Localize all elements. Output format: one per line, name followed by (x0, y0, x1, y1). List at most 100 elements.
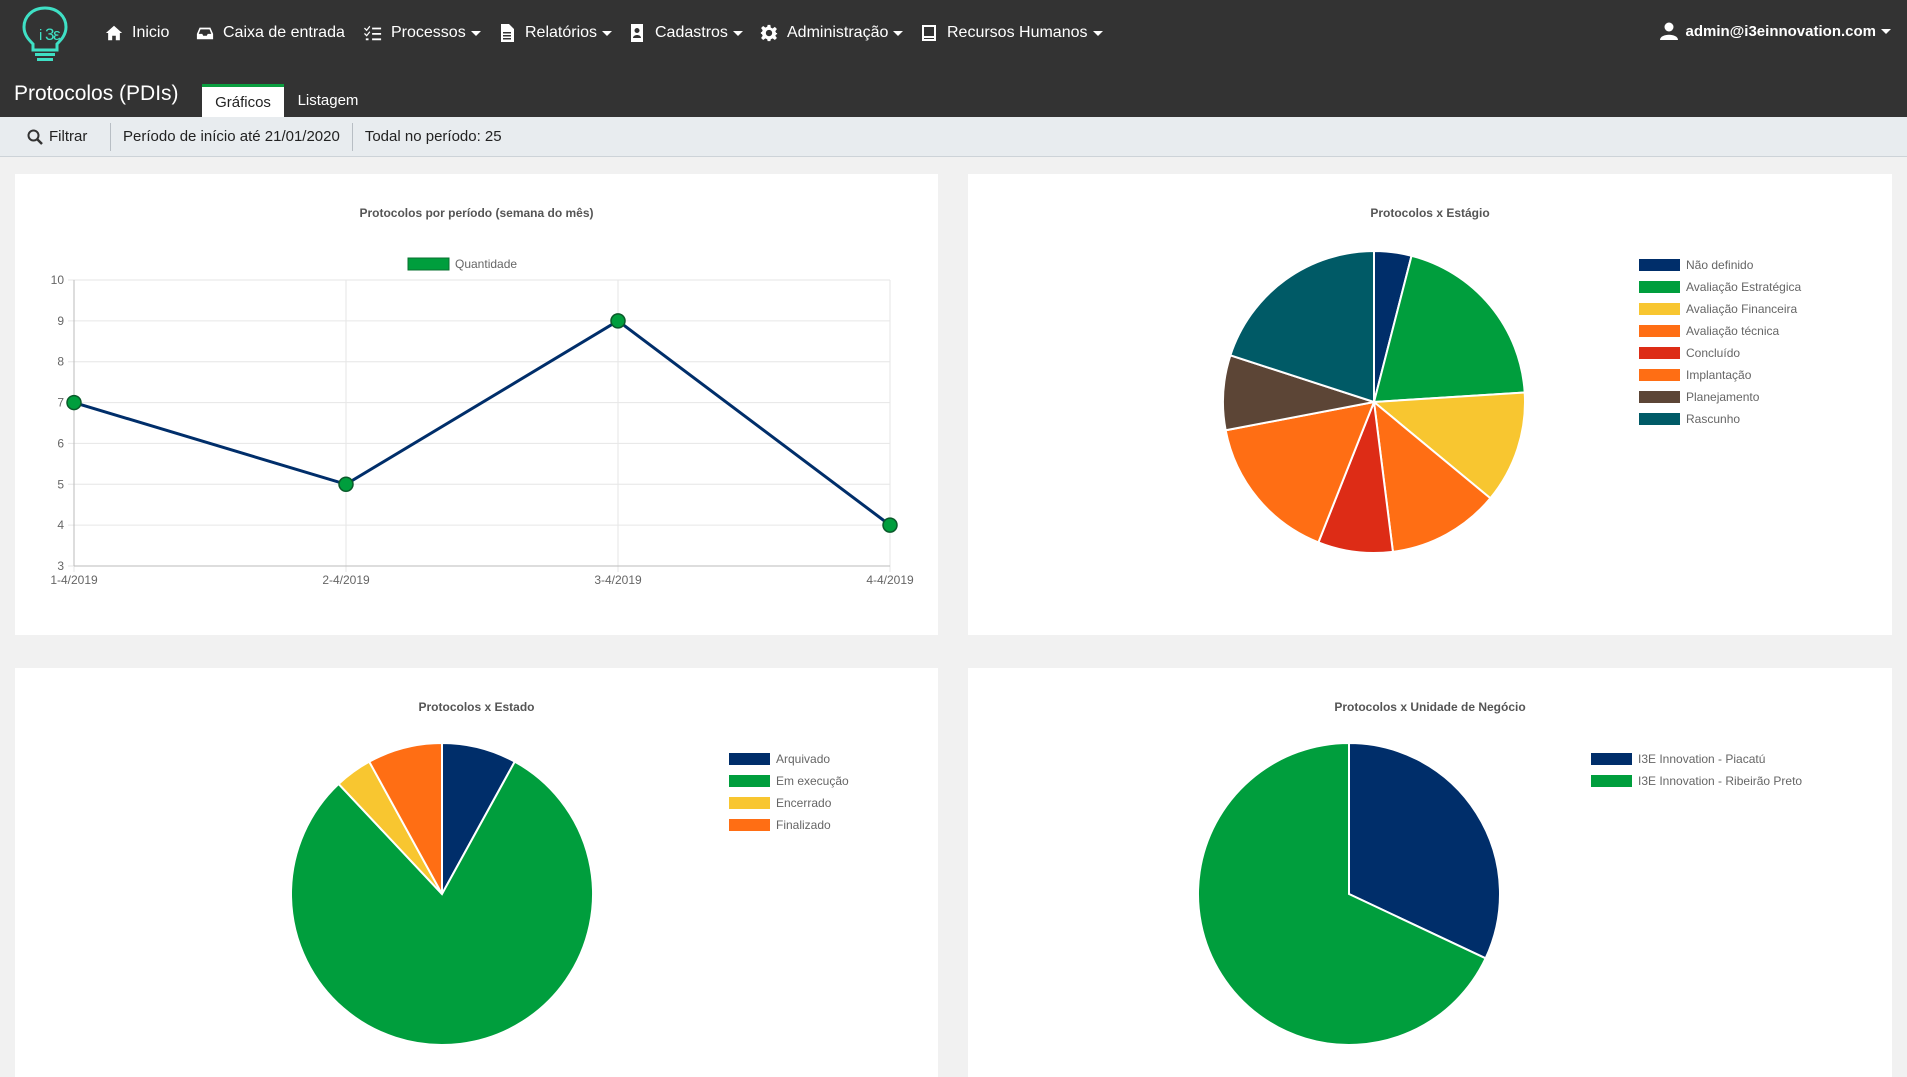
legend-item[interactable]: I3E Innovation - Piacatú (1591, 748, 1802, 770)
chevron-down-icon (470, 30, 481, 36)
y-tick-label: 8 (57, 355, 64, 369)
pie-slice[interactable] (1372, 254, 1526, 404)
legend-item[interactable]: Planejamento (1639, 386, 1801, 408)
data-point[interactable] (610, 313, 626, 329)
x-tick-label: 3-4/2019 (594, 573, 642, 587)
legend: Arquivado Em execução Encerrado Finalizado (729, 748, 849, 836)
chart-title: Protocolos por período (semana do mês) (359, 206, 594, 220)
legend-swatch (1639, 413, 1680, 425)
series-line (73, 319, 891, 527)
filter-bar: Filtrar Período de início até 21/01/2020… (0, 117, 1907, 157)
pie-slice[interactable] (1371, 391, 1526, 500)
y-tick-label: 6 (57, 436, 64, 450)
legend-label: Planejamento (1686, 390, 1760, 404)
nav-recursos-humanos[interactable]: Recursos Humanos (920, 22, 1103, 44)
svg-text:ε: ε (53, 25, 61, 44)
pie-slice[interactable] (1229, 249, 1375, 404)
legend-item[interactable]: I3E Innovation - Ribeirão Preto (1591, 770, 1802, 792)
legend-label: Avaliação Estratégica (1686, 280, 1802, 294)
pie-slice[interactable] (1372, 399, 1492, 553)
legend-label: Finalizado (776, 818, 831, 832)
nav-recursos-humanos-label: Recursos Humanos (947, 24, 1088, 41)
inbox-icon (196, 27, 214, 40)
user-email: admin@i3einnovation.com (1685, 22, 1877, 40)
legend-item: Quantidade (407, 257, 517, 271)
home-icon (105, 25, 123, 41)
divider (110, 122, 111, 151)
nav-inicio-label: Inicio (132, 24, 170, 41)
chart-title: Protocolos x Estado (418, 700, 535, 714)
legend-label: Rascunho (1686, 412, 1741, 426)
legend-swatch (1639, 391, 1680, 403)
nav-inicio[interactable]: Inicio (105, 22, 169, 44)
nav-caixa-de-entrada[interactable]: Caixa de entrada (196, 22, 345, 44)
x-tick-label: 4-4/2019 (866, 573, 914, 587)
search-icon (27, 129, 43, 145)
legend-label: Quantidade (455, 257, 517, 271)
data-point[interactable] (66, 394, 82, 411)
y-tick-label: 7 (57, 396, 64, 410)
y-tick-label: 9 (57, 314, 64, 328)
gear-icon (760, 24, 778, 42)
page-title: Protocolos (PDIs) (14, 82, 179, 105)
legend-swatch (1639, 325, 1680, 337)
chevron-down-icon (1092, 30, 1103, 36)
main-nav: i 3 ε Inicio Caixa de entrada Processos … (0, 0, 1907, 66)
nav-processos[interactable]: Processos (364, 22, 481, 44)
pie-slice[interactable] (290, 760, 594, 1046)
y-tick-label: 5 (57, 477, 64, 491)
line-chart: Quantidade 3 4 5 6 7 8 9 10 1-4/2019 2-4/2019 3-4/2… (50, 257, 914, 587)
filter-button[interactable]: Filtrar (0, 128, 110, 145)
user-menu[interactable]: admin@i3einnovation.com (1659, 22, 1891, 40)
legend-item[interactable]: Avaliação Financeira (1639, 298, 1801, 320)
address-book-icon (631, 24, 643, 42)
tab-graficos[interactable]: Gráficos (202, 84, 284, 117)
pie-chart-estado (290, 741, 594, 1046)
pie-slice[interactable] (1197, 741, 1487, 1046)
data-point[interactable] (882, 517, 898, 533)
nav-administracao[interactable]: Administração (760, 22, 904, 44)
pie-chart-unidade (1197, 741, 1501, 1046)
nav-relatorios-label: Relatórios (525, 24, 598, 41)
pie-slice[interactable] (1224, 400, 1376, 544)
tasks-icon (364, 25, 382, 41)
legend-item[interactable]: Avaliação Estratégica (1639, 276, 1801, 298)
nav-relatorios[interactable]: Relatórios (498, 22, 613, 44)
tab-listagem[interactable]: Listagem (297, 92, 359, 109)
legend-swatch (407, 257, 450, 271)
legend-item[interactable]: Arquivado (729, 748, 849, 770)
i3e-logo[interactable]: i 3 ε (18, 4, 72, 64)
y-tick-label: 10 (51, 273, 65, 287)
divider (351, 122, 353, 151)
legend-swatch (1639, 347, 1680, 359)
legend-label: I3E Innovation - Piacatú (1638, 752, 1766, 766)
chevron-down-icon (602, 30, 613, 36)
legend-label: Em execução (776, 774, 849, 788)
file-icon (501, 24, 514, 42)
svg-text:i: i (39, 27, 42, 44)
legend-item[interactable]: Em execução (729, 770, 849, 792)
legend-item[interactable]: Rascunho (1639, 408, 1801, 430)
nav-administracao-label: Administração (787, 24, 889, 41)
legend-item[interactable]: Concluído (1639, 342, 1801, 364)
legend-swatch (1639, 281, 1680, 293)
legend-swatch (1639, 369, 1680, 381)
total-text: Todal no período: 25 (364, 128, 502, 145)
legend-item[interactable]: Implantação (1639, 364, 1801, 386)
legend-item[interactable]: Encerrado (729, 792, 849, 814)
legend-item[interactable]: Não definido (1639, 254, 1801, 276)
data-point[interactable] (338, 476, 354, 493)
legend-swatch (1591, 753, 1632, 765)
legend-swatch (1639, 303, 1680, 315)
pie-slice[interactable] (1348, 741, 1501, 960)
legend-swatch (729, 797, 770, 809)
nav-cadastros[interactable]: Cadastros (628, 22, 743, 44)
legend-item[interactable]: Finalizado (729, 814, 849, 836)
legend-label: Encerrado (776, 796, 832, 810)
pie-slice[interactable] (367, 741, 443, 895)
chart-card-unidade: Protocolos x Unidade de Negócio I3E Inno… (968, 668, 1892, 1077)
legend-item[interactable]: Avaliação técnica (1639, 320, 1801, 342)
legend-label: Avaliação técnica (1686, 324, 1780, 338)
legend-label: Não definido (1686, 258, 1754, 272)
x-tick-label: 2-4/2019 (322, 573, 370, 587)
